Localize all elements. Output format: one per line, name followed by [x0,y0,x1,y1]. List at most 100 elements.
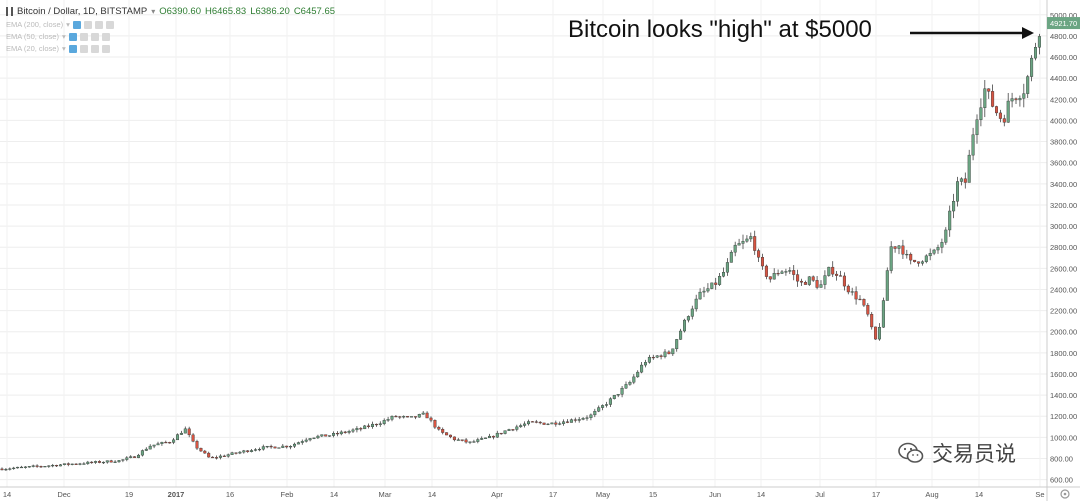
close-icon[interactable] [105,20,114,29]
candle [1033,42,1037,61]
candle [753,230,757,255]
candle [363,424,367,430]
candle [558,421,562,426]
candle [741,234,745,250]
candle [897,244,901,255]
candle [608,397,612,408]
candle [745,235,749,243]
candle [140,449,144,457]
candle [690,305,694,320]
candle [101,461,105,465]
high-value: H6465.83 [204,6,247,17]
candle [441,427,445,435]
candle [152,444,156,449]
candle [136,453,140,459]
candle [683,318,687,333]
candle [850,287,854,296]
indicator-dropdown-icon[interactable]: ▾ [66,20,70,29]
close-icon[interactable] [101,44,110,53]
candle [924,254,928,264]
candle [413,416,417,420]
candle [332,431,336,438]
candle [199,447,203,452]
visibility-icon[interactable] [68,32,77,41]
candle [534,419,538,424]
price-tick-label: 2000.00 [1050,328,1077,337]
candle [885,267,889,301]
symbol-title[interactable]: Bitcoin / Dollar, 1D, BITSTAMP [17,6,148,17]
add-icon[interactable] [94,20,103,29]
candle [846,284,850,295]
indicator-row-ema200[interactable]: EMA (200, close) ▾ [6,20,114,29]
watermark-text: 交易员说 [932,442,1016,466]
indicator-row-ema20[interactable]: EMA (20, close) ▾ [6,44,110,53]
candle [729,250,733,263]
add-icon[interactable] [90,44,99,53]
time-tick-label: Feb [281,490,294,499]
candle [472,439,476,443]
candle [928,248,932,261]
price-tick-label: 1000.00 [1050,433,1077,442]
visibility-icon[interactable] [72,20,81,29]
time-tick-label: May [596,490,610,499]
candle [909,252,913,265]
candle [86,460,90,465]
candle [733,241,737,257]
candle [253,448,257,452]
candle [585,415,589,421]
chart-type-icon[interactable] [6,7,13,16]
candle [620,386,624,398]
candle [261,444,265,451]
symbol-dropdown-icon[interactable]: ▾ [151,7,156,16]
indicator-label[interactable]: EMA (50, close) [6,32,59,41]
candle [628,380,632,386]
settings-icon[interactable] [79,44,88,53]
settings-icon[interactable] [79,32,88,41]
candle [191,433,195,443]
candle [172,438,176,445]
candle [257,447,261,452]
time-tick-label: 2017 [168,490,185,499]
candle [920,260,924,266]
candle [503,430,507,435]
close-icon[interactable] [101,32,110,41]
candle [55,464,59,467]
settings-icon[interactable] [83,20,92,29]
candle [940,238,944,254]
candle [390,415,394,422]
candle [234,452,238,455]
candle [1030,55,1034,82]
indicator-dropdown-icon[interactable]: ▾ [61,44,66,53]
chart-settings-icon[interactable] [1060,489,1070,499]
candle [495,430,499,438]
indicator-label[interactable]: EMA (20, close) [6,44,59,53]
candle [117,460,121,463]
time-tick-label: 16 [226,490,234,499]
candle [640,362,644,374]
candle [160,441,164,446]
candle [476,437,480,444]
candle [862,298,866,307]
visibility-icon[interactable] [68,44,77,53]
candle [788,267,792,275]
indicator-dropdown-icon[interactable]: ▾ [61,32,66,41]
candle [265,445,269,449]
candle [62,463,66,466]
candle [796,269,800,287]
candle [554,420,558,427]
watermark: 交易员说 [898,438,1016,468]
candle [242,449,246,454]
candle [644,359,648,368]
indicator-row-ema50[interactable]: EMA (50, close) ▾ [6,32,110,41]
add-icon[interactable] [90,32,99,41]
candle [807,276,811,287]
candle [530,421,534,423]
candle [905,249,909,259]
candle [12,466,16,470]
candle [714,277,718,290]
candle [0,467,4,471]
candle [39,465,43,468]
indicator-label[interactable]: EMA (200, close) [6,20,64,29]
candle [998,109,1002,123]
candle [659,354,663,360]
